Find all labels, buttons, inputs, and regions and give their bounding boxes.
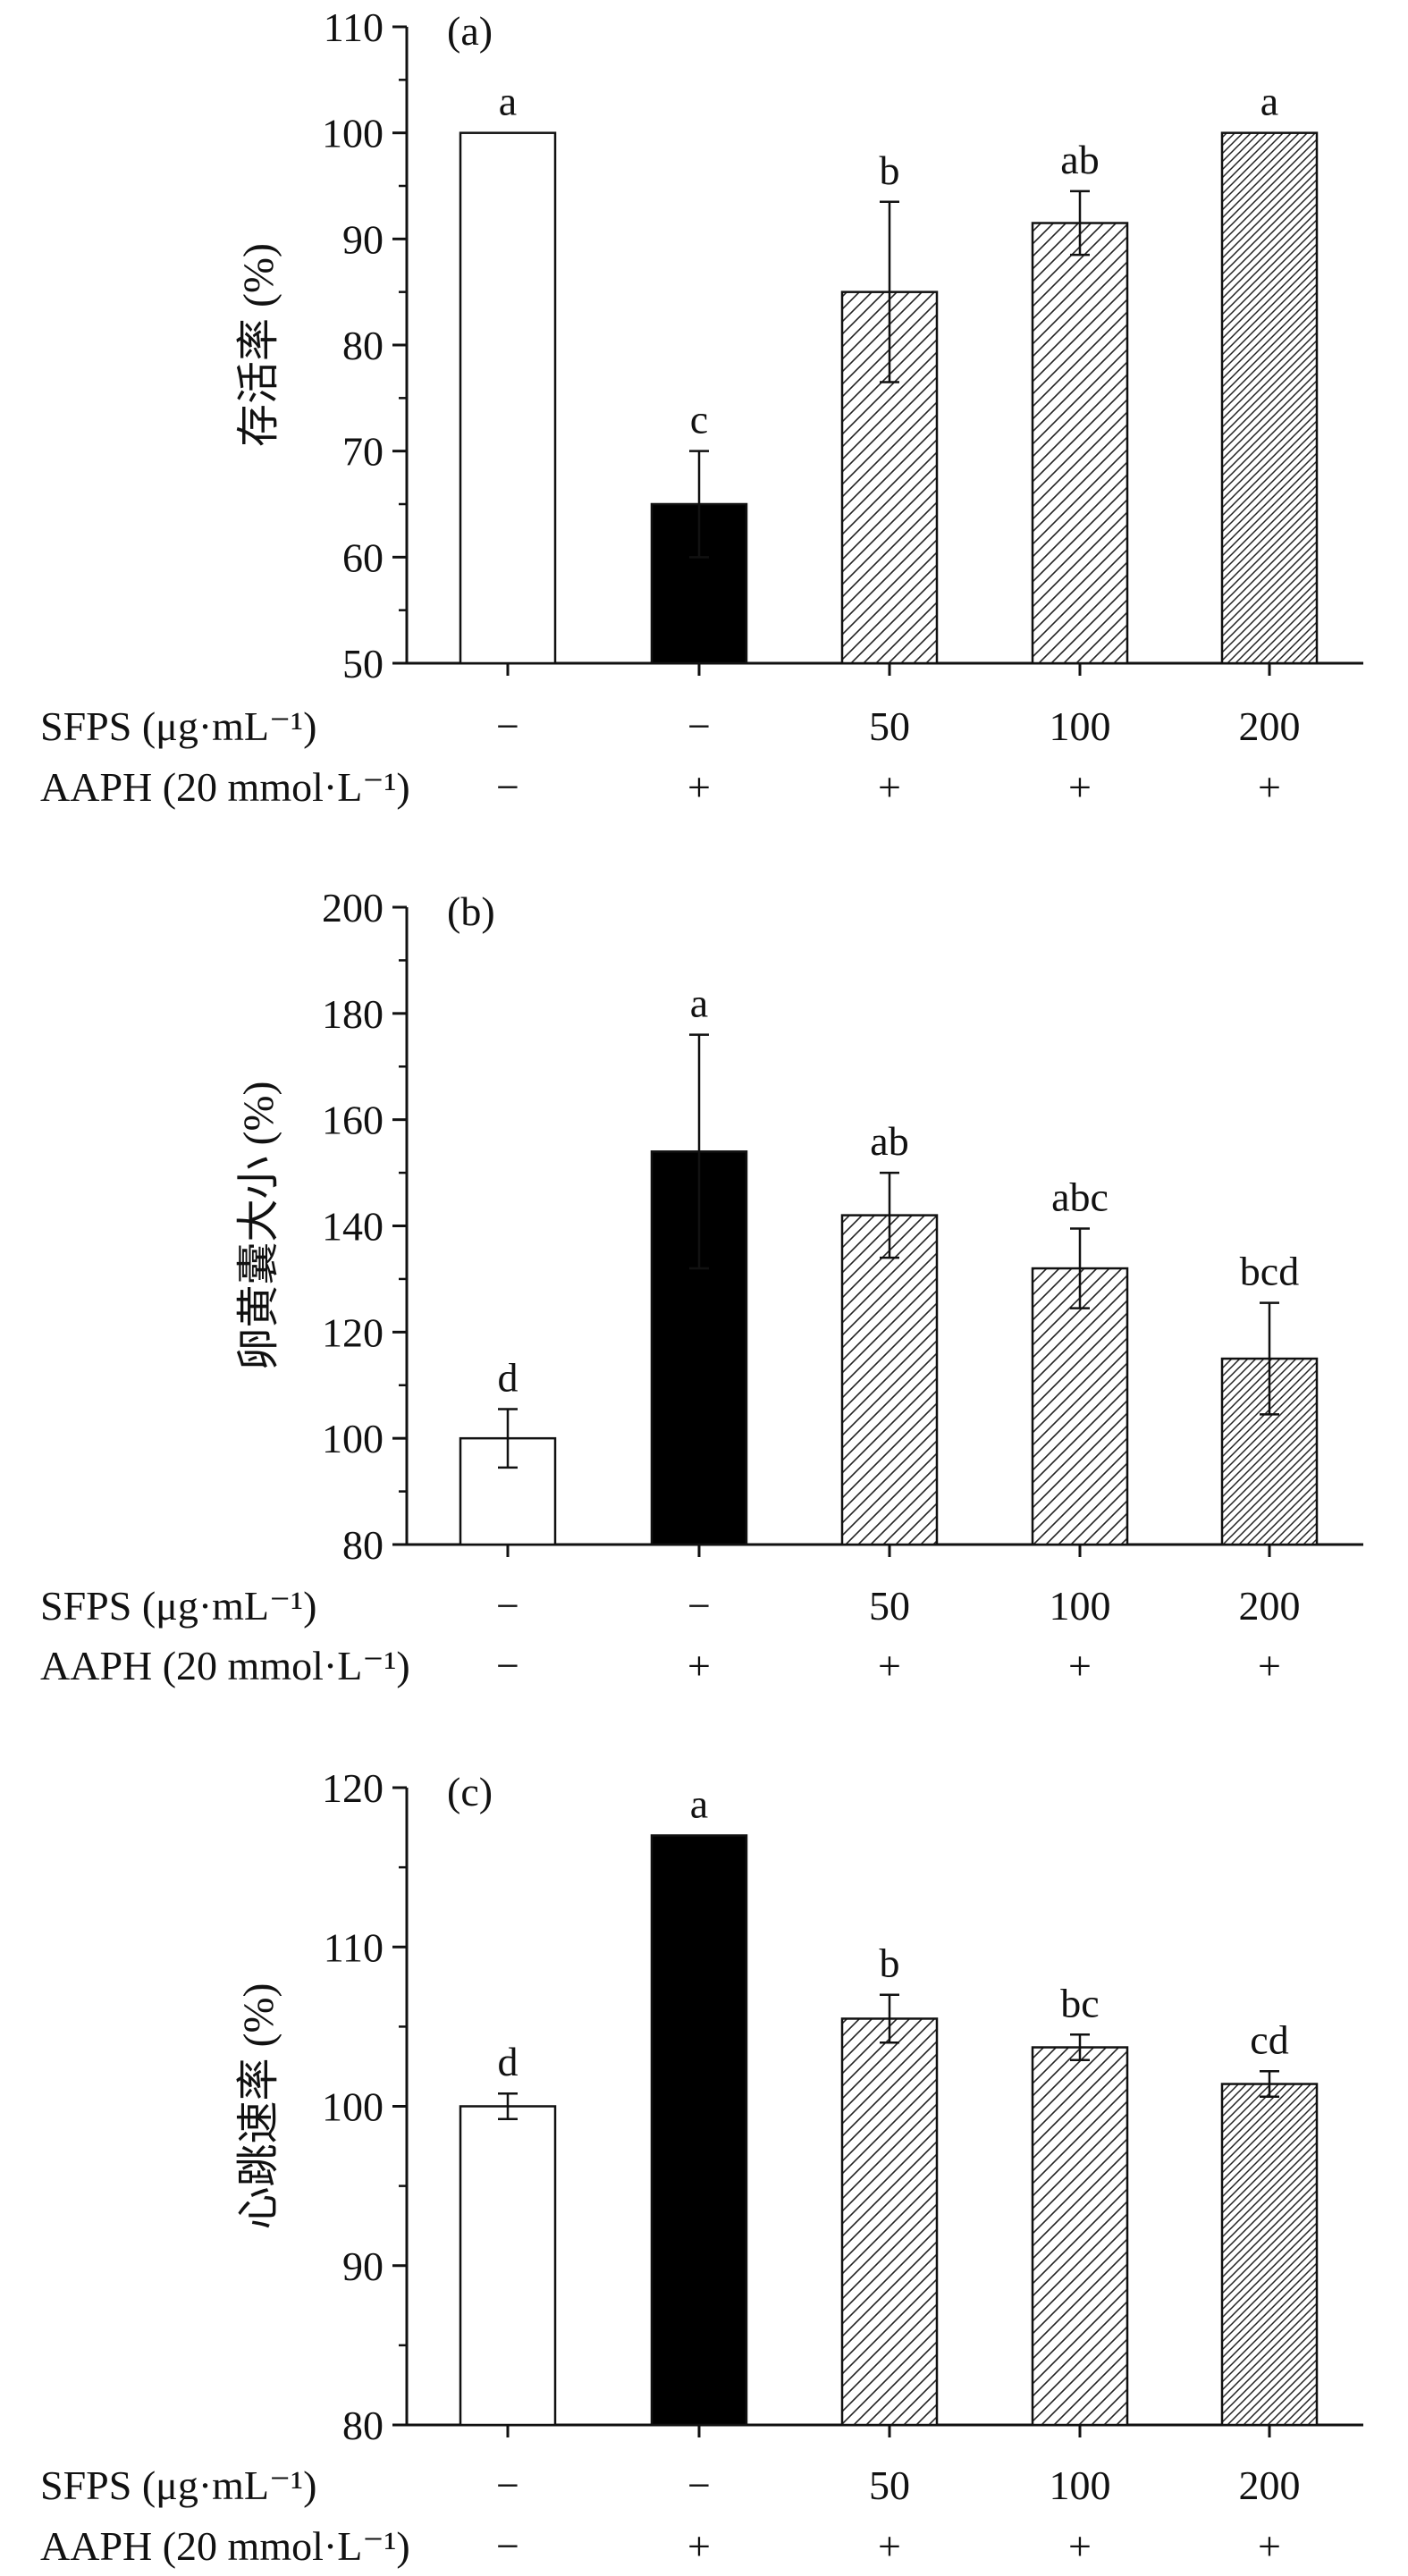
aaph-value: + (687, 1643, 711, 1688)
sfps-row-label: SFPS (μg·mL⁻¹) (40, 703, 316, 749)
y-axis-label: 卵黄囊大小 (%) (235, 1082, 282, 1371)
sfps-value: − (687, 703, 711, 749)
significance-label: d (498, 2039, 519, 2084)
y-tick-label: 80 (342, 323, 384, 368)
y-tick-label: 90 (342, 216, 384, 262)
y-axis-label: 心跳速率 (%) (235, 1983, 282, 2230)
y-tick-label: 110 (324, 4, 384, 50)
aaph-value: + (687, 764, 711, 810)
bar-1 (459, 2105, 557, 2427)
chart-panel-b: 80 100 120 140 160 180 200 卵黄囊大小 (%) (b) d a ab abc b… (40, 885, 1363, 1688)
bar-3 (840, 2017, 939, 2427)
aaph-value: + (1068, 2523, 1092, 2569)
y-tick-label: 160 (322, 1098, 384, 1143)
sfps-value: 200 (1239, 1583, 1301, 1629)
panel-tag: (b) (447, 888, 495, 934)
y-tick-label: 110 (324, 1924, 384, 1970)
y-tick-label: 100 (322, 2084, 384, 2130)
sfps-value: 200 (1239, 703, 1301, 749)
aaph-value: + (1258, 764, 1281, 810)
significance-label: cd (1250, 2016, 1288, 2062)
significance-label: bc (1060, 1980, 1099, 2025)
y-tick-label: 70 (342, 429, 384, 475)
bar-5 (1220, 131, 1319, 665)
y-tick-label: 80 (342, 2403, 384, 2448)
panel-tag: (c) (447, 1769, 493, 1814)
sfps-value: 100 (1050, 2462, 1111, 2508)
y-tick-label: 200 (322, 885, 384, 930)
significance-label: a (690, 1780, 708, 1826)
sfps-value: − (496, 703, 519, 749)
chart-panel-c: 80 90 100 110 120 心跳速率 (%) (c) d a b bc cd SFPS (μg·… (40, 1765, 1363, 2569)
significance-label: bcd (1240, 1249, 1299, 1294)
significance-label: ab (1060, 137, 1099, 182)
y-tick-label: 60 (342, 535, 384, 580)
aaph-row-label: AAPH (20 mmol·L⁻¹) (40, 1643, 410, 1688)
bar-2 (650, 1834, 748, 2427)
sfps-row-label: SFPS (μg·mL⁻¹) (40, 2462, 316, 2508)
sfps-value: − (496, 2462, 519, 2508)
sfps-value: − (687, 1583, 711, 1629)
sfps-value: − (687, 2462, 711, 2508)
y-axis-label: 存活率 (%) (235, 243, 282, 447)
aaph-value: + (687, 2523, 711, 2569)
significance-label: a (499, 79, 517, 124)
sfps-value: 100 (1050, 703, 1111, 749)
significance-label: abc (1051, 1174, 1109, 1219)
y-tick-label: 90 (342, 2243, 384, 2289)
aaph-value: + (878, 764, 901, 810)
y-tick-label: 100 (322, 1416, 384, 1461)
sfps-value: − (496, 1583, 519, 1629)
y-tick-label: 120 (322, 1309, 384, 1355)
sfps-row-label: SFPS (μg·mL⁻¹) (40, 1583, 316, 1629)
y-tick-label: 120 (322, 1765, 384, 1811)
significance-label: c (690, 397, 708, 442)
significance-label: ab (870, 1118, 908, 1164)
significance-label: a (690, 981, 708, 1026)
aaph-value: − (496, 1643, 519, 1688)
y-tick-label: 50 (342, 641, 384, 686)
sfps-value: 50 (869, 703, 910, 749)
y-tick-label: 180 (322, 991, 384, 1037)
aaph-row-label: AAPH (20 mmol·L⁻¹) (40, 2523, 410, 2569)
bar-5 (1220, 2083, 1319, 2427)
y-tick-label: 80 (342, 1522, 384, 1568)
aaph-value: + (1068, 1643, 1092, 1688)
bar-4 (1031, 222, 1129, 665)
sfps-value: 200 (1239, 2462, 1301, 2508)
bar-4 (1031, 2046, 1129, 2427)
bar-4 (1031, 1267, 1129, 1546)
y-tick-label: 100 (322, 111, 384, 156)
aaph-value: + (878, 1643, 901, 1688)
aaph-value: − (496, 764, 519, 810)
sfps-value: 50 (869, 1583, 910, 1629)
significance-label: a (1260, 79, 1278, 124)
y-tick-label: 140 (322, 1204, 384, 1250)
aaph-value: + (878, 2523, 901, 2569)
aaph-row-label: AAPH (20 mmol·L⁻¹) (40, 764, 410, 810)
sfps-value: 100 (1050, 1583, 1111, 1629)
aaph-value: + (1258, 2523, 1281, 2569)
bar-3 (840, 1214, 939, 1546)
significance-label: b (880, 1940, 900, 1986)
sfps-value: 50 (869, 2462, 910, 2508)
aaph-value: + (1068, 764, 1092, 810)
panel-tag: (a) (447, 8, 493, 54)
significance-label: d (498, 1354, 519, 1400)
bar-1 (459, 131, 557, 665)
significance-label: b (880, 147, 900, 193)
aaph-value: + (1258, 1643, 1281, 1688)
aaph-value: − (496, 2523, 519, 2569)
